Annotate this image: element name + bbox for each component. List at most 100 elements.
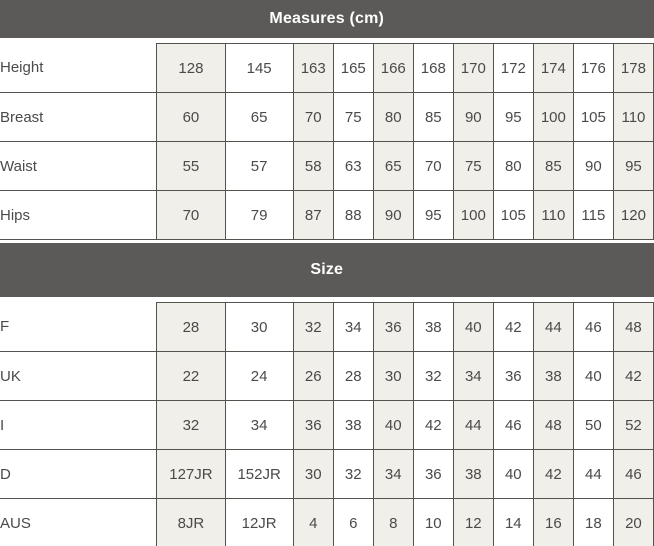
table-cell: 152JR bbox=[224, 449, 294, 499]
table-cell: 14 bbox=[492, 498, 534, 546]
table-cell: 110 bbox=[612, 92, 654, 142]
table-cell: 87 bbox=[292, 190, 334, 240]
table-cell: 70 bbox=[412, 141, 454, 191]
table-cell: 95 bbox=[612, 141, 654, 191]
row-label: Hips bbox=[0, 190, 157, 240]
table-cell: 165 bbox=[332, 43, 374, 93]
table-cell: 48 bbox=[532, 400, 574, 450]
table-cell: 32 bbox=[332, 449, 374, 499]
table-cell: 85 bbox=[412, 92, 454, 142]
table-cell: 166 bbox=[372, 43, 414, 93]
table-cell: 30 bbox=[292, 449, 334, 499]
table-cell: 90 bbox=[572, 141, 614, 191]
table-cell: 34 bbox=[372, 449, 414, 499]
table-cell: 90 bbox=[372, 190, 414, 240]
table-cell: 34 bbox=[332, 302, 374, 352]
table-cell: 38 bbox=[332, 400, 374, 450]
table-cell: 70 bbox=[292, 92, 334, 142]
table-cell: 79 bbox=[224, 190, 294, 240]
table-cell: 6 bbox=[332, 498, 374, 546]
table-cell: 65 bbox=[372, 141, 414, 191]
table-cell: 105 bbox=[572, 92, 614, 142]
table-cell: 170 bbox=[452, 43, 494, 93]
table-cell: 36 bbox=[492, 351, 534, 401]
table-cell: 36 bbox=[372, 302, 414, 352]
table-cell: 30 bbox=[224, 302, 294, 352]
table-cell: 120 bbox=[612, 190, 654, 240]
table-cell: 8 bbox=[372, 498, 414, 546]
table-cell: 65 bbox=[224, 92, 294, 142]
table-cell: 172 bbox=[492, 43, 534, 93]
table-cell: 80 bbox=[372, 92, 414, 142]
table-cell: 40 bbox=[492, 449, 534, 499]
table-cell: 57 bbox=[224, 141, 294, 191]
table-row-waist: Waist 55 57 58 63 65 70 75 80 85 90 95 bbox=[0, 141, 654, 191]
table-cell: 34 bbox=[224, 400, 294, 450]
table-row-hips: Hips 70 79 87 88 90 95 100 105 110 115 1… bbox=[0, 190, 654, 240]
table-cell: 16 bbox=[532, 498, 574, 546]
table-cell: 127JR bbox=[156, 449, 226, 499]
table-cell: 34 bbox=[452, 351, 494, 401]
row-label: Breast bbox=[0, 92, 157, 142]
table-cell: 85 bbox=[532, 141, 574, 191]
table-cell: 36 bbox=[292, 400, 334, 450]
table-cell: 22 bbox=[156, 351, 226, 401]
table-cell: 174 bbox=[532, 43, 574, 93]
table-cell: 28 bbox=[156, 302, 226, 352]
table-cell: 60 bbox=[156, 92, 226, 142]
table-cell: 95 bbox=[412, 190, 454, 240]
table-cell: 55 bbox=[156, 141, 226, 191]
table-cell: 40 bbox=[372, 400, 414, 450]
table-cell: 4 bbox=[292, 498, 334, 546]
size-header-bar: Size bbox=[0, 243, 654, 297]
table-cell: 44 bbox=[452, 400, 494, 450]
table-cell: 115 bbox=[572, 190, 614, 240]
table-cell: 128 bbox=[156, 43, 226, 93]
table-row-height: Height 128 145 163 165 166 168 170 172 1… bbox=[0, 43, 654, 93]
table-cell: 12 bbox=[452, 498, 494, 546]
table-cell: 42 bbox=[412, 400, 454, 450]
table-cell: 44 bbox=[572, 449, 614, 499]
row-label: UK bbox=[0, 351, 157, 401]
table-cell: 8JR bbox=[156, 498, 226, 546]
table-cell: 10 bbox=[412, 498, 454, 546]
row-label: F bbox=[0, 302, 157, 352]
table-row-uk: UK 22 24 26 28 30 32 34 36 38 40 42 bbox=[0, 351, 654, 401]
table-cell: 105 bbox=[492, 190, 534, 240]
spacer bbox=[0, 38, 654, 44]
table-cell: 95 bbox=[492, 92, 534, 142]
table-cell: 100 bbox=[452, 190, 494, 240]
table-cell: 28 bbox=[332, 351, 374, 401]
table-cell: 90 bbox=[452, 92, 494, 142]
table-row-f: F 28 30 32 34 36 38 40 42 44 46 48 bbox=[0, 302, 654, 352]
table-row-d: D 127JR 152JR 30 32 34 36 38 40 42 44 46 bbox=[0, 449, 654, 499]
table-cell: 42 bbox=[612, 351, 654, 401]
table-cell: 145 bbox=[224, 43, 294, 93]
row-label: I bbox=[0, 400, 157, 450]
table-cell: 42 bbox=[492, 302, 534, 352]
table-cell: 52 bbox=[612, 400, 654, 450]
row-label: D bbox=[0, 449, 157, 499]
spacer bbox=[0, 239, 654, 243]
row-label: AUS bbox=[0, 498, 157, 546]
table-cell: 88 bbox=[332, 190, 374, 240]
table-row-aus: AUS 8JR 12JR 4 6 8 10 12 14 16 18 20 bbox=[0, 498, 654, 546]
table-cell: 58 bbox=[292, 141, 334, 191]
table-cell: 32 bbox=[412, 351, 454, 401]
table-cell: 32 bbox=[292, 302, 334, 352]
table-cell: 46 bbox=[492, 400, 534, 450]
table-cell: 168 bbox=[412, 43, 454, 93]
table-cell: 12JR bbox=[224, 498, 294, 546]
table-cell: 24 bbox=[224, 351, 294, 401]
table-cell: 40 bbox=[572, 351, 614, 401]
table-cell: 20 bbox=[612, 498, 654, 546]
table-cell: 30 bbox=[372, 351, 414, 401]
table-cell: 38 bbox=[532, 351, 574, 401]
table-cell: 75 bbox=[332, 92, 374, 142]
measures-header-title: Measures (cm) bbox=[0, 0, 654, 38]
table-cell: 18 bbox=[572, 498, 614, 546]
table-cell: 42 bbox=[532, 449, 574, 499]
table-cell: 46 bbox=[612, 449, 654, 499]
